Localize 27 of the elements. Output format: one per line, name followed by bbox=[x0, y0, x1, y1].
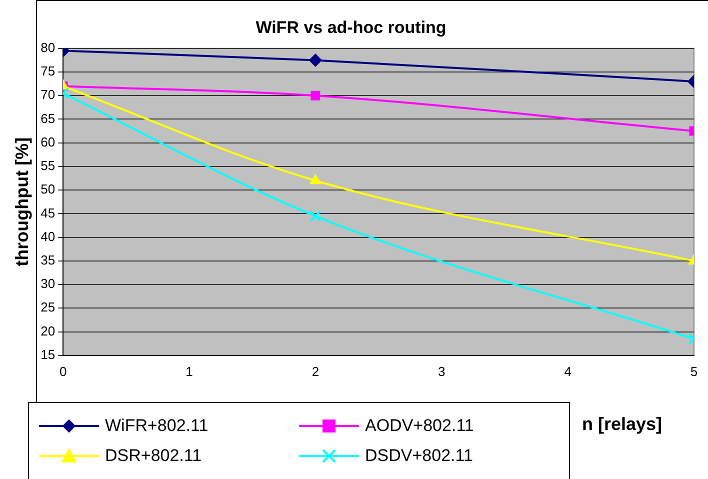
x-tick-label: 1 bbox=[186, 364, 193, 379]
y-tick-label: 25 bbox=[40, 300, 56, 315]
y-tick-label: 15 bbox=[40, 346, 56, 362]
legend-label: DSR+802.11 bbox=[105, 446, 202, 466]
y-tick-label: 50 bbox=[40, 182, 56, 197]
x-tick-label: 0 bbox=[59, 364, 67, 379]
y-tick-label: 75 bbox=[40, 64, 56, 79]
legend-label: WiFR+802.11 bbox=[105, 416, 208, 436]
y-tick-label: 60 bbox=[40, 134, 56, 150]
y-tick-label: 35 bbox=[40, 252, 56, 268]
x-axis-title: n [relays] bbox=[582, 414, 662, 435]
y-tick-label: 55 bbox=[40, 158, 56, 174]
legend-label: DSDV+802.11 bbox=[365, 446, 473, 466]
x-tick-label: 3 bbox=[438, 364, 446, 379]
y-tick-label: 65 bbox=[40, 110, 56, 126]
y-tick-label: 80 bbox=[40, 40, 56, 55]
y-axis-title: throughput [%] bbox=[12, 137, 32, 266]
chart-title: WiFR vs ad-hoc routing bbox=[256, 18, 446, 37]
x-tick-label: 4 bbox=[564, 364, 572, 379]
y-tick-label: 20 bbox=[40, 323, 56, 338]
x-tick-label: 5 bbox=[690, 364, 698, 379]
y-tick-label: 70 bbox=[40, 87, 56, 102]
y-tick-label: 40 bbox=[40, 228, 56, 244]
y-tick-label: 45 bbox=[40, 205, 56, 220]
x-tick-label: 2 bbox=[312, 364, 320, 379]
legend-label: AODV+802.11 bbox=[365, 416, 474, 436]
y-tick-label: 30 bbox=[40, 276, 56, 292]
